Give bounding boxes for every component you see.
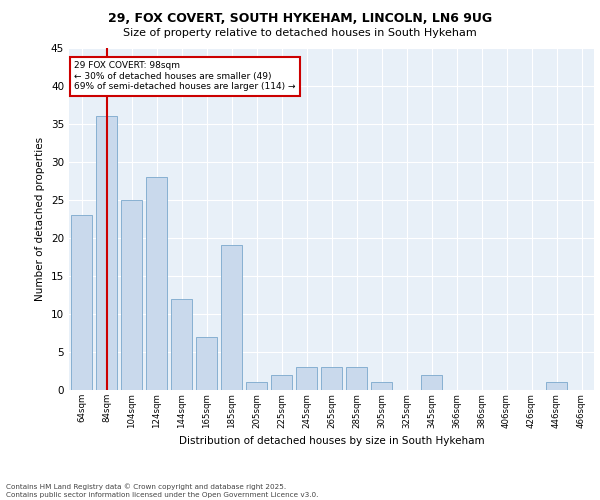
- Bar: [171, 298, 192, 390]
- Bar: [421, 375, 442, 390]
- Bar: [246, 382, 267, 390]
- Bar: [121, 200, 142, 390]
- Bar: [71, 215, 92, 390]
- Bar: [271, 375, 292, 390]
- Bar: [346, 367, 367, 390]
- Text: 29, FOX COVERT, SOUTH HYKEHAM, LINCOLN, LN6 9UG: 29, FOX COVERT, SOUTH HYKEHAM, LINCOLN, …: [108, 12, 492, 26]
- Text: Size of property relative to detached houses in South Hykeham: Size of property relative to detached ho…: [123, 28, 477, 38]
- Bar: [196, 336, 217, 390]
- Bar: [146, 177, 167, 390]
- Bar: [546, 382, 567, 390]
- Bar: [321, 367, 342, 390]
- Bar: [221, 246, 242, 390]
- Text: Contains HM Land Registry data © Crown copyright and database right 2025.
Contai: Contains HM Land Registry data © Crown c…: [6, 484, 319, 498]
- Y-axis label: Number of detached properties: Number of detached properties: [35, 136, 46, 301]
- Bar: [296, 367, 317, 390]
- X-axis label: Distribution of detached houses by size in South Hykeham: Distribution of detached houses by size …: [179, 436, 484, 446]
- Bar: [96, 116, 117, 390]
- Bar: [371, 382, 392, 390]
- Text: 29 FOX COVERT: 98sqm
← 30% of detached houses are smaller (49)
69% of semi-detac: 29 FOX COVERT: 98sqm ← 30% of detached h…: [74, 61, 296, 91]
